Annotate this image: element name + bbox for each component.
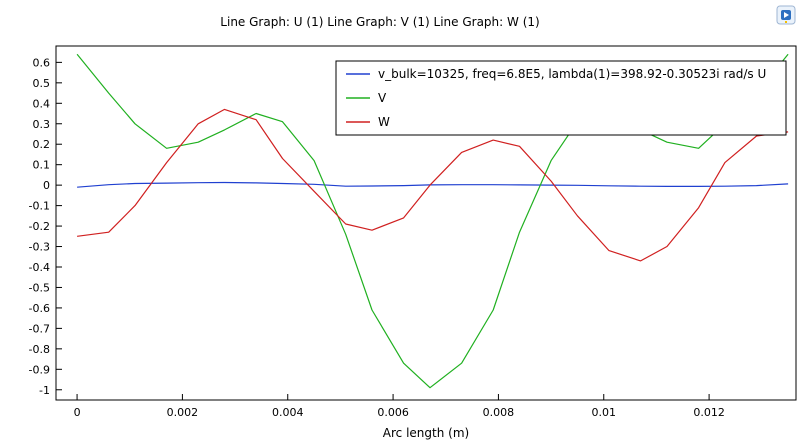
- chart-title: Line Graph: U (1) Line Graph: V (1) Line…: [220, 15, 539, 29]
- y-tick-label: -0.8: [29, 343, 50, 356]
- y-tick-label: -0.5: [29, 281, 50, 294]
- comsol-logo-icon: [776, 5, 796, 25]
- y-tick-label: -0.4: [29, 261, 50, 274]
- x-tick-label: 0.004: [272, 406, 304, 419]
- x-axis-label: Arc length (m): [383, 426, 469, 440]
- x-tick-label: 0.008: [483, 406, 515, 419]
- x-tick-label: 0.002: [167, 406, 199, 419]
- y-tick-label: 0.1: [33, 159, 51, 172]
- x-axis: 0 0.002 0.004 0.006 0.008 0.01 0.012: [74, 394, 725, 419]
- y-tick-label: 0.4: [33, 97, 51, 110]
- y-tick-label: 0.5: [33, 77, 51, 90]
- y-tick-label: 0.6: [33, 56, 51, 69]
- y-tick-label: -0.9: [29, 363, 50, 376]
- series-layer: [76, 53, 789, 389]
- legend-label-2: W: [378, 115, 390, 129]
- legend-label-0: v_bulk=10325, freq=6.8E5, lambda(1)=398.…: [378, 67, 766, 81]
- y-tick-label: -0.2: [29, 220, 50, 233]
- y-tick-label: 0.2: [33, 138, 51, 151]
- x-tick-label: 0.006: [377, 406, 409, 419]
- y-tick-label: -0.7: [29, 322, 50, 335]
- y-tick-label: 0: [43, 179, 50, 192]
- series-line-2[interactable]: [77, 108, 789, 262]
- y-tick-label: -0.6: [29, 302, 50, 315]
- legend-box: [335, 60, 787, 136]
- y-tick-label: 0.3: [33, 118, 51, 131]
- x-tick-label: 0.01: [592, 406, 617, 419]
- y-tick-label: -1: [39, 384, 50, 397]
- y-tick-label: -0.3: [29, 241, 50, 254]
- plot-area[interactable]: 0 0.002 0.004 0.006 0.008 0.01 0.012 0.6 0.5 0.4…: [29, 45, 797, 419]
- legend-label-1: V: [378, 91, 387, 105]
- x-tick-label: 0: [74, 406, 81, 419]
- x-tick-label: 0.012: [693, 406, 725, 419]
- y-axis: 0.6 0.5 0.4 0.3 0.2 0.1 0 -0.1 -0.2 -0.3 -0.4 -0.5 -…: [29, 56, 62, 397]
- series-line-1[interactable]: [76, 53, 789, 389]
- legend: v_bulk=10325, freq=6.8E5, lambda(1)=398.…: [335, 60, 787, 136]
- y-tick-label: -0.1: [29, 200, 50, 213]
- plot-frame: [55, 45, 797, 401]
